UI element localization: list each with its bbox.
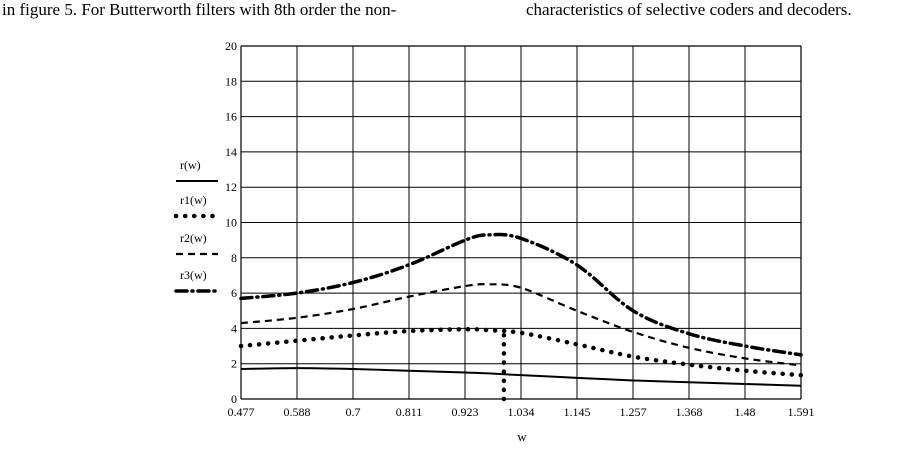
- y-tick-label: 0: [231, 392, 237, 406]
- series-line-r2: [240, 283, 802, 367]
- x-tick-label: 1.48: [735, 405, 756, 419]
- series-line-r: [240, 367, 802, 387]
- grid-lines: [240, 45, 802, 400]
- legend-label: r1(w): [180, 193, 207, 207]
- caption-left: in figure 5. For Butterworth filters wit…: [2, 0, 397, 19]
- x-tick-label: 1.034: [508, 405, 535, 419]
- legend: r(w) r1(w) r2(w) r3(w): [173, 158, 221, 293]
- series-line-r1: [238, 327, 804, 378]
- series-lines: [238, 232, 804, 402]
- x-tick-label: 1.368: [676, 405, 703, 419]
- caption-right: characteristics of selective coders and …: [526, 0, 852, 19]
- series-line-r3: [239, 232, 803, 357]
- x-tick-label: 1.145: [564, 405, 591, 419]
- y-tick-label: 4: [231, 321, 237, 335]
- y-tick-label: 16: [225, 110, 237, 124]
- x-tick-label: 0.811: [396, 405, 423, 419]
- x-tick-label: 0.923: [452, 405, 479, 419]
- legend-label: r(w): [180, 158, 201, 172]
- x-axis-label: w: [517, 429, 527, 444]
- y-tick-label: 20: [225, 39, 237, 53]
- y-tick-label: 8: [231, 251, 237, 265]
- legend-label: r3(w): [180, 268, 207, 282]
- y-tick-label: 12: [225, 180, 237, 194]
- y-tick-label: 14: [225, 145, 237, 159]
- tick-labels: 0.477 0.588 0.7 0.811 0.923 1.034 1.145 1.257 1.…: [225, 39, 815, 419]
- x-tick-label: 0.7: [346, 405, 361, 419]
- x-tick-label: 1.257: [620, 405, 647, 419]
- legend-label: r2(w): [180, 231, 207, 245]
- x-tick-label: 1.591: [788, 405, 815, 419]
- y-tick-label: 10: [225, 216, 237, 230]
- x-tick-label: 0.588: [284, 405, 311, 419]
- y-tick-label: 18: [225, 74, 237, 88]
- y-tick-label: 2: [231, 357, 237, 371]
- y-tick-label: 6: [231, 286, 237, 300]
- x-tick-label: 0.477: [228, 405, 255, 419]
